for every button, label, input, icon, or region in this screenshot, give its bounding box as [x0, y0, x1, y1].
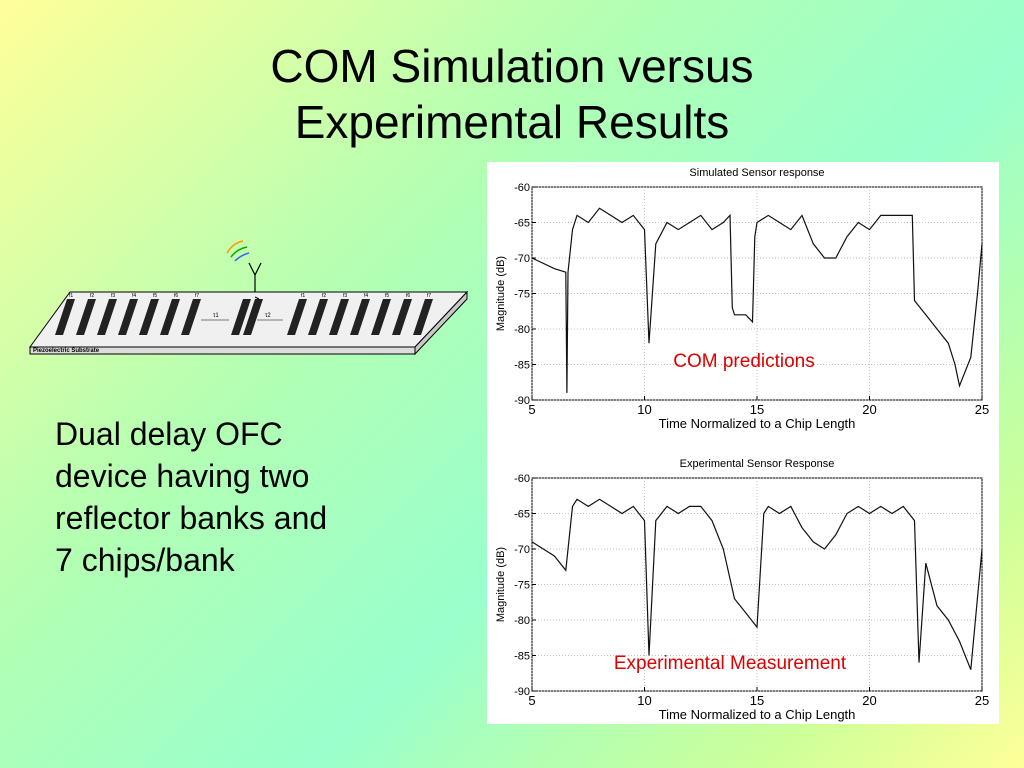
y-tick-label: -65 — [514, 509, 530, 521]
bank1-label: f2 — [90, 293, 94, 299]
substrate-side — [414, 290, 468, 356]
body-line-1: Dual delay OFC — [55, 416, 283, 452]
bank2-label: f7 — [427, 293, 431, 299]
bank2-finger — [287, 299, 307, 335]
bank1-label: f1 — [69, 293, 73, 299]
bank2-finger — [308, 299, 328, 335]
y-tick-label: -65 — [514, 218, 530, 230]
bank1-finger — [55, 299, 75, 335]
y-tick-label: -60 — [514, 182, 530, 194]
substrate-label: Piezoelectric Substrate — [33, 348, 100, 354]
x-tick-label: 15 — [750, 693, 764, 708]
bank2-label: f4 — [364, 293, 368, 299]
y-tick-label: -75 — [514, 580, 530, 592]
bank2-finger — [413, 299, 433, 335]
bank2-finger — [371, 299, 391, 335]
x-tick-label: 10 — [637, 402, 651, 417]
y-axis-label: Magnitude (dB) — [495, 256, 507, 331]
x-tick-label: 20 — [862, 693, 876, 708]
y-tick-label: -85 — [514, 360, 530, 372]
charts-svg: 5 10 15 20 25 -60 -65 -70 -75 -80 -85 -90 Simulated … — [495, 167, 989, 722]
title-line-2: Experimental Results — [294, 96, 730, 148]
x-tick-label: 25 — [975, 693, 989, 708]
bank2-label: f2 — [322, 293, 326, 299]
x-tick-label: 10 — [637, 693, 651, 708]
y-tick-label: -90 — [514, 686, 530, 698]
chart-title: Simulated Sensor response — [689, 167, 824, 179]
y-tick-label: -70 — [514, 253, 530, 265]
bank2-label: f6 — [406, 293, 410, 299]
x-tick-label: 15 — [750, 402, 764, 417]
bank2-finger — [350, 299, 370, 335]
series-line — [531, 207, 983, 393]
chart-2: 5 10 15 20 25 -60 -65 -70 -75 -80 -85 -90 Experiment… — [495, 458, 989, 722]
x-axis-label: Time Normalized to a Chip Length — [659, 416, 856, 431]
body-line-2: device having two — [55, 458, 310, 494]
bank1-finger — [160, 299, 180, 335]
x-tick-label: 5 — [528, 693, 535, 708]
y-tick-label: -75 — [514, 289, 530, 301]
bank2-finger — [392, 299, 412, 335]
chart-panel: 5 10 15 20 25 -60 -65 -70 -75 -80 -85 -90 Simulated … — [487, 162, 999, 724]
x-tick-label: 5 — [528, 402, 535, 417]
y-tick-label: -80 — [514, 324, 530, 336]
bank2-label: f5 — [385, 293, 389, 299]
bank1-label: f3 — [111, 293, 115, 299]
x-tick-label: 25 — [975, 402, 989, 417]
bank2-label: f1 — [301, 293, 305, 299]
bank1-finger — [76, 299, 96, 335]
body-text: Dual delay OFC device having two reflect… — [55, 413, 415, 581]
bank1-label: f5 — [153, 293, 157, 299]
device-svg: f1 f2 f3 f4 f5 f6 f7 f1 f2 f3 f4 f5 f6 f7 τ1 τ2 Piezo… — [29, 240, 469, 356]
body-line-4: 7 chips/bank — [55, 542, 235, 578]
chart-1: 5 10 15 20 25 -60 -65 -70 -75 -80 -85 -90 Simulated … — [495, 167, 989, 431]
bank1-finger — [181, 299, 201, 335]
y-axis-label: Magnitude (dB) — [495, 547, 507, 622]
bank1-label: f4 — [132, 293, 136, 299]
x-axis-label: Time Normalized to a Chip Length — [659, 707, 856, 722]
delay-label-1: τ1 — [213, 313, 219, 319]
body-line-3: reflector banks and — [55, 500, 328, 536]
delay-label-2: τ2 — [265, 313, 271, 319]
bank1-label: f6 — [174, 293, 178, 299]
slide-title: COM Simulation versus Experimental Resul… — [0, 38, 1024, 150]
antenna-icon — [226, 240, 262, 297]
y-tick-label: -80 — [514, 615, 530, 627]
y-tick-label: -90 — [514, 395, 530, 407]
ofc-device-diagram: f1 f2 f3 f4 f5 f6 f7 f1 f2 f3 f4 f5 f6 f7 τ1 τ2 Piezo… — [25, 235, 470, 360]
y-tick-label: -60 — [514, 473, 530, 485]
x-tick-label: 20 — [862, 402, 876, 417]
annotation-label: COM predictions — [673, 351, 815, 372]
reflector-banks: f1 f2 f3 f4 f5 f6 f7 f1 f2 f3 f4 f5 f6 f7 — [55, 293, 433, 335]
bank1-finger — [139, 299, 159, 335]
series-line — [531, 498, 983, 670]
bank1-finger — [97, 299, 117, 335]
bank2-finger — [329, 299, 349, 335]
title-line-1: COM Simulation versus — [270, 40, 754, 92]
chart-title: Experimental Sensor Response — [680, 458, 835, 470]
y-tick-label: -70 — [514, 544, 530, 556]
bank1-label: f7 — [195, 293, 199, 299]
bank2-label: f3 — [343, 293, 347, 299]
annotation-label: Experimental Measurement — [614, 653, 847, 674]
center-idt — [231, 296, 263, 335]
y-tick-label: -85 — [514, 651, 530, 663]
bank1-finger — [118, 299, 138, 335]
